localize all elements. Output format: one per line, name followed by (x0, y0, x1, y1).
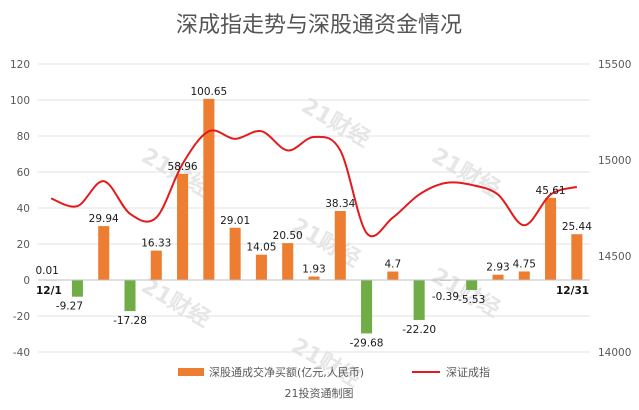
bar-value-label: 45.61 (536, 185, 566, 197)
bar (387, 271, 399, 280)
bar-value-label: 38.34 (325, 198, 355, 210)
legend-bar-swatch (178, 368, 204, 376)
bar (571, 234, 583, 280)
bar-value-label: -22.20 (402, 324, 436, 336)
left-tick-label: 60 (17, 167, 30, 179)
bar (71, 280, 83, 297)
bar (308, 276, 320, 280)
legend-line-label: 深证成指 (446, 365, 490, 379)
bar (177, 173, 189, 280)
left-tick-label: 80 (17, 131, 30, 143)
bar (492, 274, 504, 280)
legend-bar-label: 深股通成交净买额(亿元,人民币) (209, 365, 364, 379)
bar (361, 280, 373, 334)
left-tick-label: 20 (17, 239, 30, 251)
bar-value-label: -29.68 (350, 337, 384, 349)
bar-value-label: 1.93 (302, 264, 325, 276)
bar-value-label: -9.27 (56, 301, 83, 313)
bar-value-label: 29.01 (220, 215, 250, 227)
bar (124, 280, 136, 312)
left-tick-label: 100 (10, 95, 30, 107)
right-axis-ticks: 14000 14500 15000 15500 (598, 59, 631, 359)
bar-value-label: 2.93 (486, 262, 509, 274)
index-line (50, 129, 578, 238)
left-tick-label: -20 (13, 311, 30, 323)
bar-value-label: -0.39 (432, 291, 459, 303)
bar-value-label: 58.96 (168, 161, 198, 173)
bar-series (45, 98, 583, 334)
bar-labels: 0.01 -9.27 29.94 -17.28 16.33 58.96 100.65 29.0… (35, 86, 592, 350)
chart-title: 深成指走势与深股通资金情况 (176, 13, 462, 38)
bar-value-label: 16.33 (141, 238, 171, 250)
left-tick-label: 0 (23, 275, 30, 287)
legend: 深股通成交净买额(亿元,人民币) 深证成指 (178, 365, 490, 379)
left-tick-label: 40 (17, 203, 30, 215)
left-axis-ticks: -40 -20 0 20 40 60 80 100 120 (10, 59, 30, 359)
bar-value-label: 4.7 (385, 259, 402, 271)
watermark: 21财经 (427, 143, 505, 203)
left-tick-label: 120 (10, 59, 30, 71)
bar (98, 226, 110, 280)
watermark: 21财经 (287, 213, 365, 273)
bar (545, 197, 557, 280)
right-tick-label: 15500 (598, 59, 631, 71)
bar (203, 98, 215, 280)
bar-value-label: 25.44 (562, 221, 592, 233)
bar (255, 254, 267, 280)
bar (518, 271, 530, 280)
right-tick-label: 15000 (598, 155, 631, 167)
x-tick-last: 12/31 (556, 285, 589, 297)
bar-value-label: 100.65 (190, 86, 227, 98)
bar (334, 210, 346, 280)
bar (150, 250, 162, 280)
right-tick-label: 14500 (598, 251, 631, 263)
bar (229, 227, 241, 280)
bar-value-label: 20.50 (273, 230, 303, 242)
bar-value-label: -17.28 (113, 315, 147, 327)
right-tick-label: 14000 (598, 347, 631, 359)
x-tick-first: 12/1 (36, 285, 62, 297)
watermark: 21财经 (137, 273, 215, 333)
bar-value-label: -5.53 (458, 294, 485, 306)
bar (413, 280, 425, 320)
bar (282, 243, 294, 280)
line-series (50, 129, 578, 238)
left-tick-label: -40 (13, 347, 30, 359)
bar-value-label: 4.75 (513, 258, 536, 270)
bar (466, 280, 478, 290)
bar-value-label: 29.94 (89, 213, 119, 225)
source-note: 21投资通制图 (285, 386, 354, 400)
bar-value-label: 0.01 (35, 265, 58, 277)
bar-value-label: 14.05 (246, 242, 276, 254)
